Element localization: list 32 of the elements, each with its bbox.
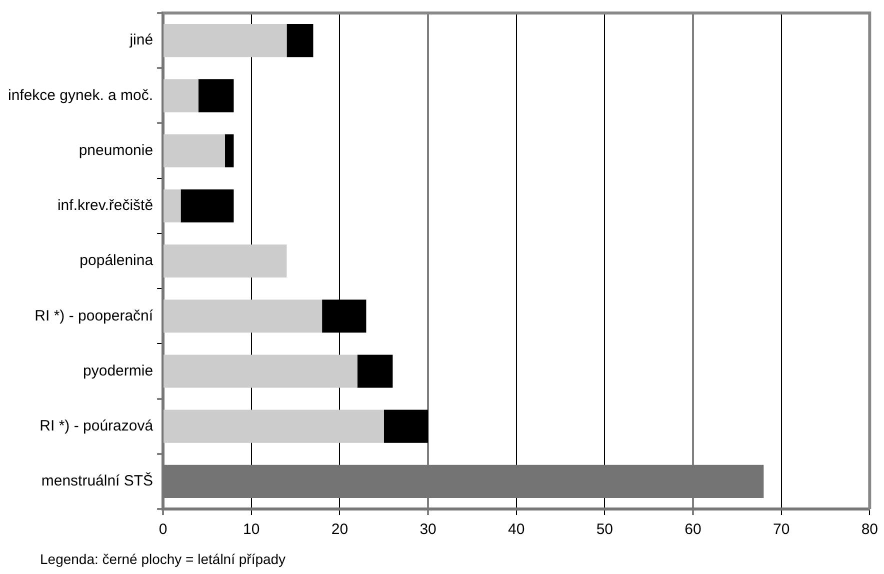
x-tick-label: 20 (331, 521, 348, 538)
bar (164, 300, 322, 333)
bar (357, 354, 393, 388)
y-tick-label: pneumonie (78, 142, 154, 159)
x-tick-label: 10 (243, 521, 260, 538)
bar (224, 134, 234, 168)
bar (164, 79, 198, 112)
x-tick-label: 0 (158, 521, 168, 538)
x-tick-label: 70 (772, 521, 790, 538)
bar (180, 189, 234, 222)
x-tick-label: 40 (508, 521, 525, 538)
y-tick-label: pyodermie (83, 362, 154, 380)
bar (164, 410, 384, 443)
bar (286, 24, 314, 58)
text: Legenda: černé plochy = letální případy (40, 551, 286, 567)
x-tick-label: 80 (861, 521, 878, 538)
y-tick-label: RI *) - pooperační (34, 307, 154, 324)
bar (198, 79, 234, 112)
y-tick-label: RI *) - poúrazová (40, 417, 154, 434)
x-tick-label: 50 (596, 521, 614, 538)
y-tick-label: inf.krev.řečiště (57, 197, 154, 214)
bar (164, 134, 225, 168)
y-tick-label: popálenina (80, 252, 154, 270)
y-tick-label: menstruální STŠ (41, 472, 154, 490)
bar (164, 244, 287, 278)
bar (164, 24, 287, 58)
x-tick-label: 60 (684, 521, 702, 538)
y-tick-label: jiné (128, 32, 154, 49)
y-tick-label: infekce gynek. a moč. (8, 86, 154, 104)
x-tick-label: 30 (420, 521, 436, 538)
bar (164, 354, 358, 388)
bar (164, 189, 181, 222)
